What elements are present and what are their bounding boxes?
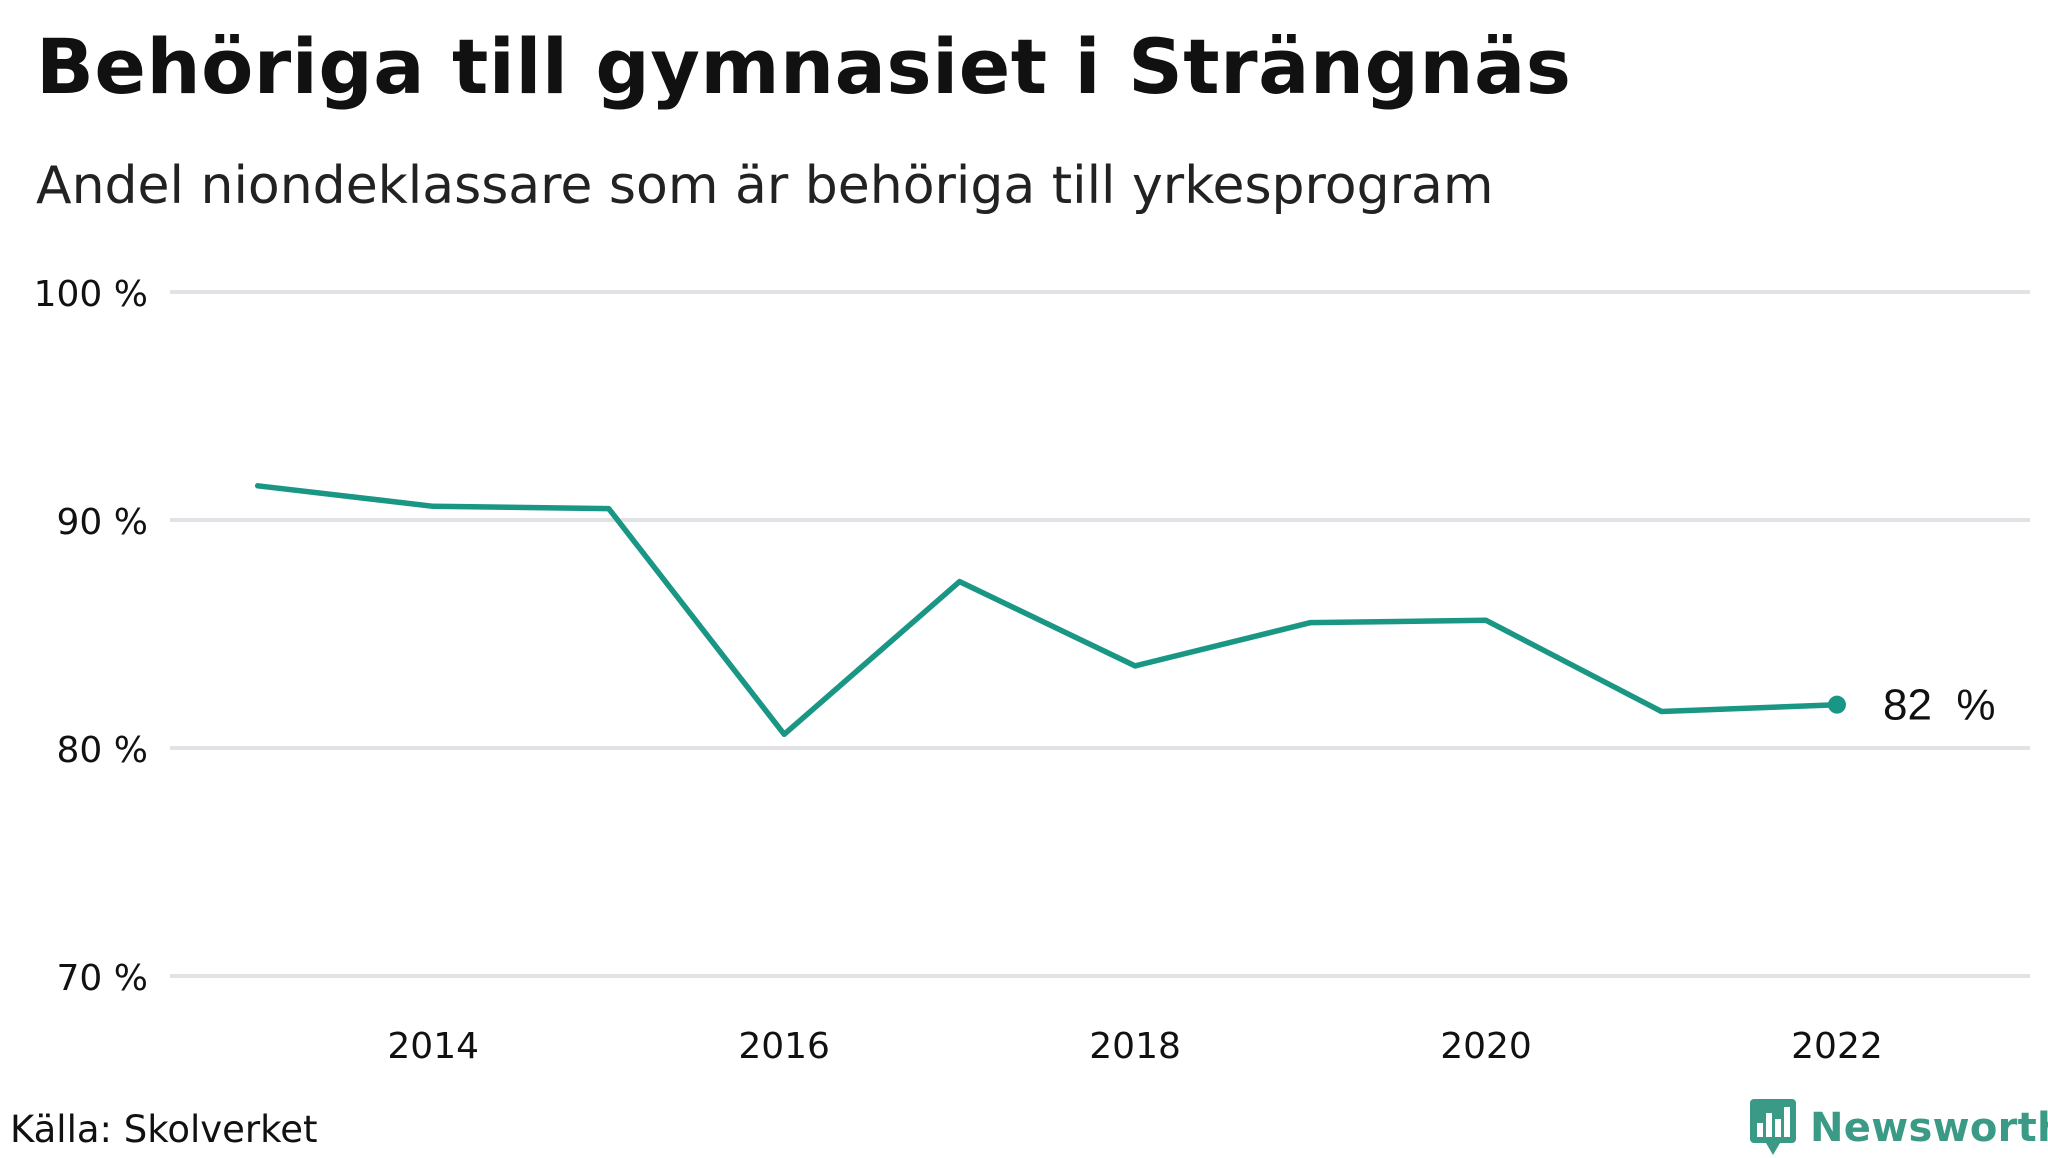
end-value-label: 82 % bbox=[1883, 681, 1996, 730]
grid-lines bbox=[170, 290, 2030, 978]
end-point-marker bbox=[1827, 695, 1846, 714]
line-chart: 70 % 80 % 90 % 100 % 2014 2016 2018 2020 2022 8… bbox=[34, 274, 2030, 1067]
chart-title: Behöriga till gymnasiet i Strängnäs bbox=[36, 22, 1572, 111]
x-tick-label: 2016 bbox=[738, 1026, 830, 1067]
y-tick-label: 90 % bbox=[57, 502, 148, 543]
y-tick-label: 100 % bbox=[34, 274, 148, 315]
series-layer: 82 % bbox=[254, 483, 1996, 738]
chart-subtitle: Andel niondeklassare som är behöriga til… bbox=[36, 156, 1494, 216]
brand-name: Newsworthy bbox=[1810, 1105, 2048, 1151]
series-line bbox=[254, 483, 1840, 738]
y-tick-label: 80 % bbox=[57, 730, 148, 771]
x-tick-label: 2020 bbox=[1440, 1026, 1532, 1067]
y-axis-tick-labels: 70 % 80 % 90 % 100 % bbox=[34, 274, 148, 999]
x-tick-label: 2022 bbox=[1791, 1026, 1883, 1067]
newsworthy-logo: Newsworthy bbox=[1750, 1098, 2048, 1158]
x-axis-tick-labels: 2014 2016 2018 2020 2022 bbox=[387, 1026, 1882, 1067]
source-note: Källa: Skolverket bbox=[10, 1108, 318, 1151]
x-tick-label: 2014 bbox=[387, 1026, 479, 1067]
y-tick-label: 70 % bbox=[57, 958, 148, 999]
x-tick-label: 2018 bbox=[1089, 1026, 1181, 1067]
bar-chart-logo-icon bbox=[1750, 1099, 1796, 1155]
